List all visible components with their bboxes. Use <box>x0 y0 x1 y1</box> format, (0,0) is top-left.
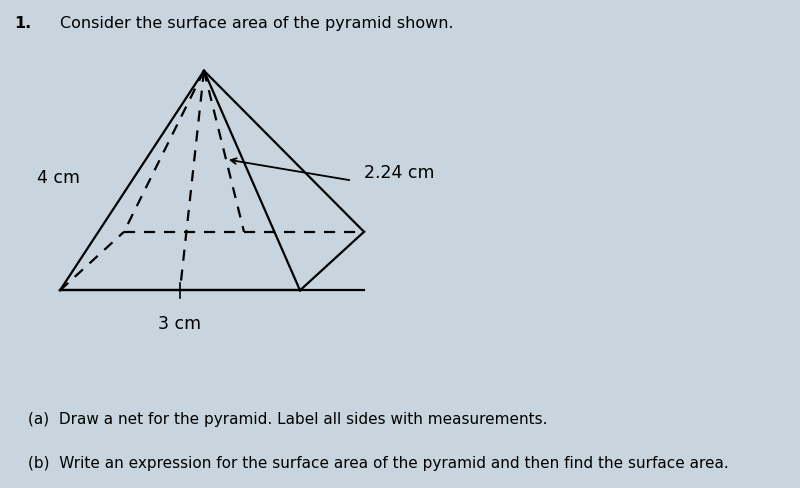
Text: 1.: 1. <box>14 16 32 31</box>
Text: 2.24 cm: 2.24 cm <box>364 164 434 182</box>
Text: (b)  Write an expression for the surface area of the pyramid and then find the s: (b) Write an expression for the surface … <box>28 456 729 471</box>
Text: Consider the surface area of the pyramid shown.: Consider the surface area of the pyramid… <box>60 16 454 31</box>
Text: 4 cm: 4 cm <box>37 169 80 187</box>
Text: (a)  Draw a net for the pyramid. Label all sides with measurements.: (a) Draw a net for the pyramid. Label al… <box>28 412 547 427</box>
Text: 3 cm: 3 cm <box>158 315 202 333</box>
